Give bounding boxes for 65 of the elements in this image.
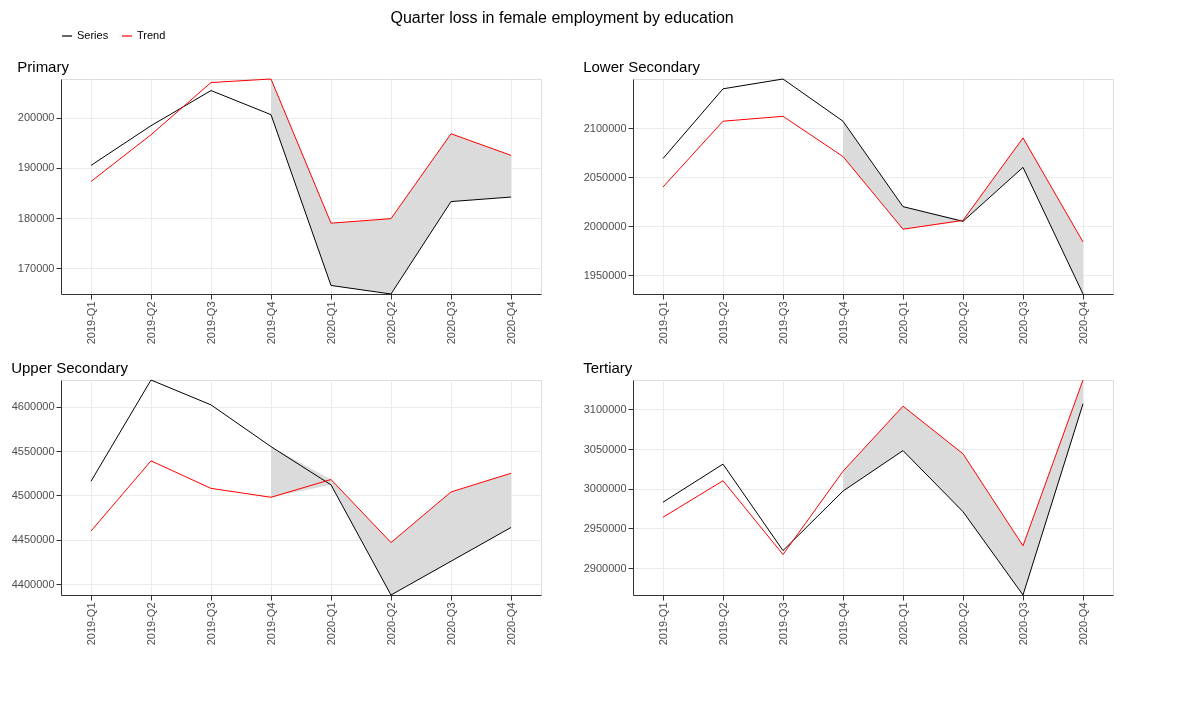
x-tick-label: 2020-Q1 [324,301,337,345]
chart-title: Primary [17,57,70,75]
x-tick-label: 2019-Q4 [836,602,849,646]
legend-label: Series [77,29,109,41]
x-tick-label: 2020-Q3 [1016,602,1029,646]
x-tick-label: 2019-Q2 [716,602,729,646]
y-tick-label: 2950000 [583,521,627,534]
x-tick-label: 2019-Q3 [776,602,789,646]
y-tick-label: 180000 [17,211,55,224]
x-tick-label: 2020-Q1 [324,602,337,646]
y-tick-label: 2000000 [583,219,627,232]
line-series [662,379,1084,556]
y-tick-label: 4400000 [11,577,55,590]
x-tick-label: 2019-Q3 [776,301,789,345]
x-tick-label: 2020-Q4 [1076,301,1089,345]
x-tick-label: 2019-Q3 [204,301,217,345]
x-tick-label: 2020-Q1 [896,301,909,345]
x-tick-label: 2019-Q3 [204,602,217,646]
line-series [662,403,1084,596]
y-tick-label: 4450000 [11,533,55,546]
x-tick-label: 2020-Q4 [504,602,517,646]
y-tick-label: 2100000 [583,121,627,134]
x-tick-label: 2020-Q3 [1016,301,1029,345]
line-series [662,115,1084,243]
x-tick-label: 2019-Q1 [84,301,97,345]
y-tick-label: 4600000 [11,400,55,413]
y-tick-label: 3100000 [583,402,627,415]
x-tick-label: 2019-Q1 [84,602,97,646]
y-tick-label: 190000 [17,161,55,174]
line-series [90,90,512,295]
x-tick-label: 2020-Q1 [896,602,909,646]
x-tick-label: 2020-Q3 [444,301,457,345]
x-tick-label: 2020-Q2 [384,602,397,646]
y-tick-label: 200000 [17,111,55,124]
y-tick-label: 3050000 [583,442,627,455]
x-tick-label: 2019-Q2 [716,301,729,345]
y-tick-label: 4500000 [11,489,55,501]
y-tick-label: 1950000 [583,268,627,281]
line-series [662,78,1084,295]
x-tick-label: 2020-Q2 [956,301,969,345]
x-tick-label: 2019-Q1 [656,602,669,646]
y-tick-label: 170000 [17,261,55,274]
x-tick-label: 2019-Q4 [264,602,277,646]
y-tick-label: 2050000 [583,170,627,183]
legend-label: Trend [137,29,166,41]
x-tick-label: 2020-Q3 [444,602,457,646]
x-tick-label: 2020-Q2 [384,301,397,345]
chart-title: Lower Secondary [583,57,701,75]
x-tick-label: 2020-Q2 [956,602,969,646]
line-series [90,78,512,224]
chart-title: Upper Secondary [11,358,129,376]
y-tick-label: 3000000 [583,482,627,495]
chart-title: Tertiary [583,358,633,376]
line-series [90,379,512,596]
x-tick-label: 2019-Q2 [144,602,157,646]
x-tick-label: 2019-Q1 [656,301,669,345]
text: Quarter loss in female employment by education [390,9,734,26]
x-tick-label: 2020-Q4 [1076,602,1089,646]
y-tick-label: 4550000 [11,444,55,457]
y-tick-label: 2900000 [583,561,627,574]
x-tick-label: 2019-Q4 [836,301,849,345]
x-tick-label: 2020-Q4 [504,301,517,345]
x-tick-label: 2019-Q4 [264,301,277,345]
x-tick-label: 2019-Q2 [144,301,157,345]
line-series [90,460,512,544]
